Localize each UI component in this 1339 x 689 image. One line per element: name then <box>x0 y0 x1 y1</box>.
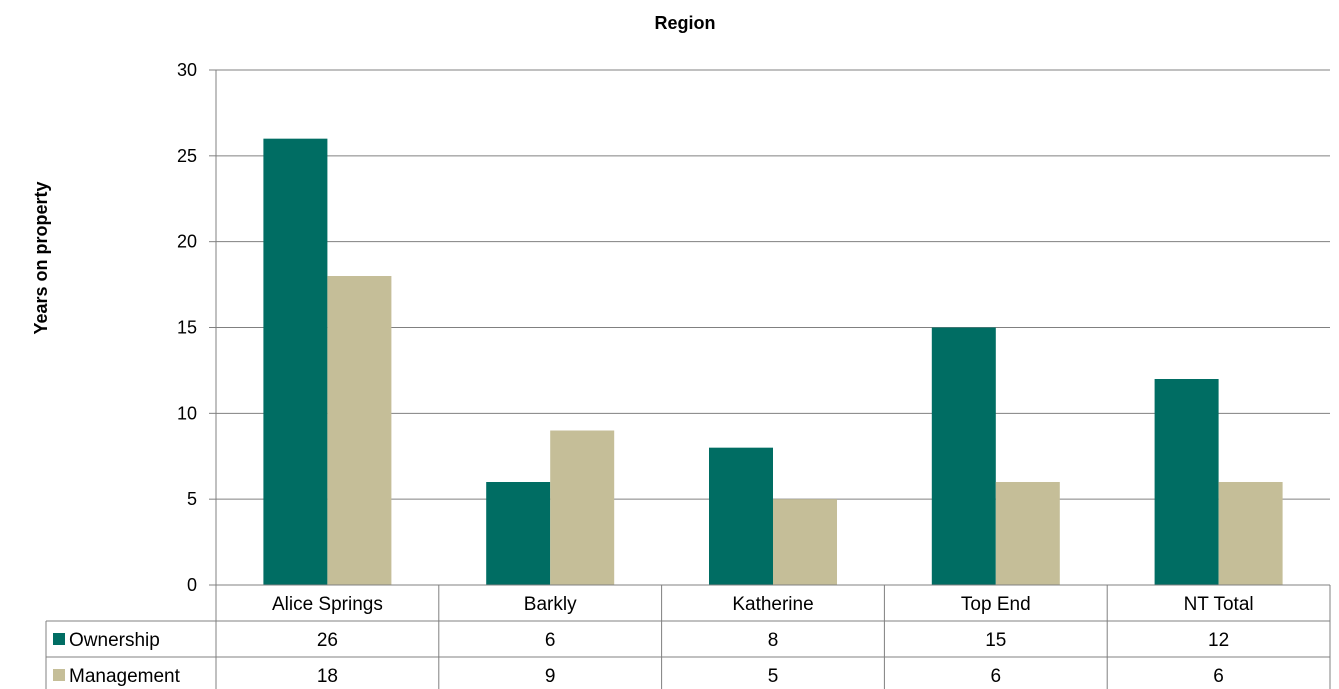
y-tick-label: 30 <box>177 60 197 80</box>
y-axis-title: Years on property <box>31 181 51 334</box>
bar-management-alice-springs <box>327 276 391 585</box>
y-tick-label: 10 <box>177 403 197 423</box>
data-table: Alice Springs Barkly Katherine Top End NT To… <box>46 585 1330 689</box>
y-tick-label: 0 <box>187 575 197 595</box>
bar-management-barkly <box>550 431 614 586</box>
bar-management-katherine <box>773 499 837 585</box>
data-label: 15 <box>985 630 1006 651</box>
legend-swatch-management <box>53 669 65 681</box>
bars <box>263 139 1282 585</box>
data-label: 12 <box>1208 630 1229 651</box>
bar-management-nt-total <box>1219 482 1283 585</box>
data-label: 6 <box>1213 666 1224 687</box>
bar-management-top-end <box>996 482 1060 585</box>
bar-ownership-nt-total <box>1155 379 1219 585</box>
y-tick-labels: 0 5 10 15 20 25 30 <box>177 60 197 595</box>
bar-ownership-alice-springs <box>263 139 327 585</box>
chart-title: Region <box>655 13 716 33</box>
x-tick-label: Barkly <box>524 594 577 615</box>
data-label: 9 <box>545 666 556 687</box>
x-tick-label: Top End <box>961 594 1031 615</box>
data-label: 5 <box>768 666 779 687</box>
data-label: 18 <box>317 666 338 687</box>
data-label: 26 <box>317 630 338 651</box>
y-tick-label: 15 <box>177 318 197 338</box>
data-label: 8 <box>768 630 779 651</box>
y-tick-label: 20 <box>177 232 197 252</box>
x-tick-label: NT Total <box>1184 594 1254 615</box>
x-tick-label: Alice Springs <box>272 594 383 615</box>
bar-ownership-top-end <box>932 328 996 586</box>
legend-swatch-ownership <box>53 633 65 645</box>
x-tick-label: Katherine <box>732 594 813 615</box>
data-label: 6 <box>991 666 1002 687</box>
y-tick-label: 5 <box>187 489 197 509</box>
bar-ownership-barkly <box>486 482 550 585</box>
data-label: 6 <box>545 630 556 651</box>
bar-ownership-katherine <box>709 448 773 585</box>
legend-label-management: Management <box>69 666 181 687</box>
y-tick-label: 25 <box>177 146 197 166</box>
legend-label-ownership: Ownership <box>69 630 160 651</box>
